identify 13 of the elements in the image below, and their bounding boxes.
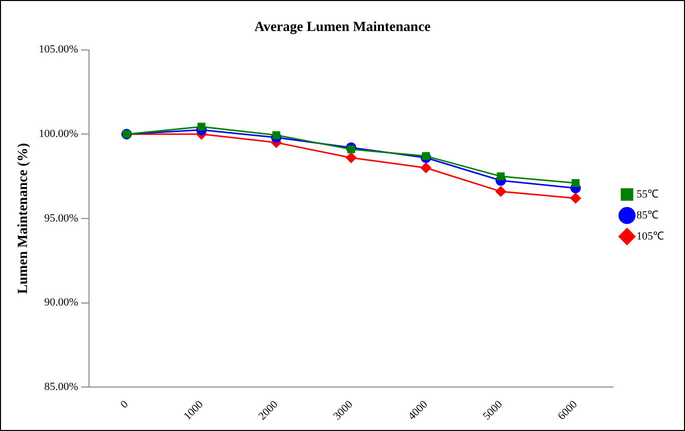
x-tick-label: 0 bbox=[118, 398, 132, 411]
y-axis-title: Lumen Maintenance (%) bbox=[16, 142, 32, 294]
y-tick-label: 100.00% bbox=[38, 128, 78, 140]
y-tick-label: 90.00% bbox=[44, 296, 78, 309]
legend-label: 55℃ bbox=[636, 188, 658, 200]
y-tick-label: 105.00% bbox=[38, 44, 78, 56]
legend-label: 85℃ bbox=[636, 209, 658, 222]
y-tick-label: 85.00% bbox=[44, 381, 78, 393]
y-tick-label: 95.00% bbox=[44, 212, 78, 224]
legend-label: 105℃ bbox=[636, 230, 664, 242]
x-tick-label: 6000 bbox=[556, 398, 580, 422]
chart-title: Average Lumen Maintenance bbox=[254, 20, 431, 36]
x-tick-label: 4000 bbox=[406, 398, 430, 422]
